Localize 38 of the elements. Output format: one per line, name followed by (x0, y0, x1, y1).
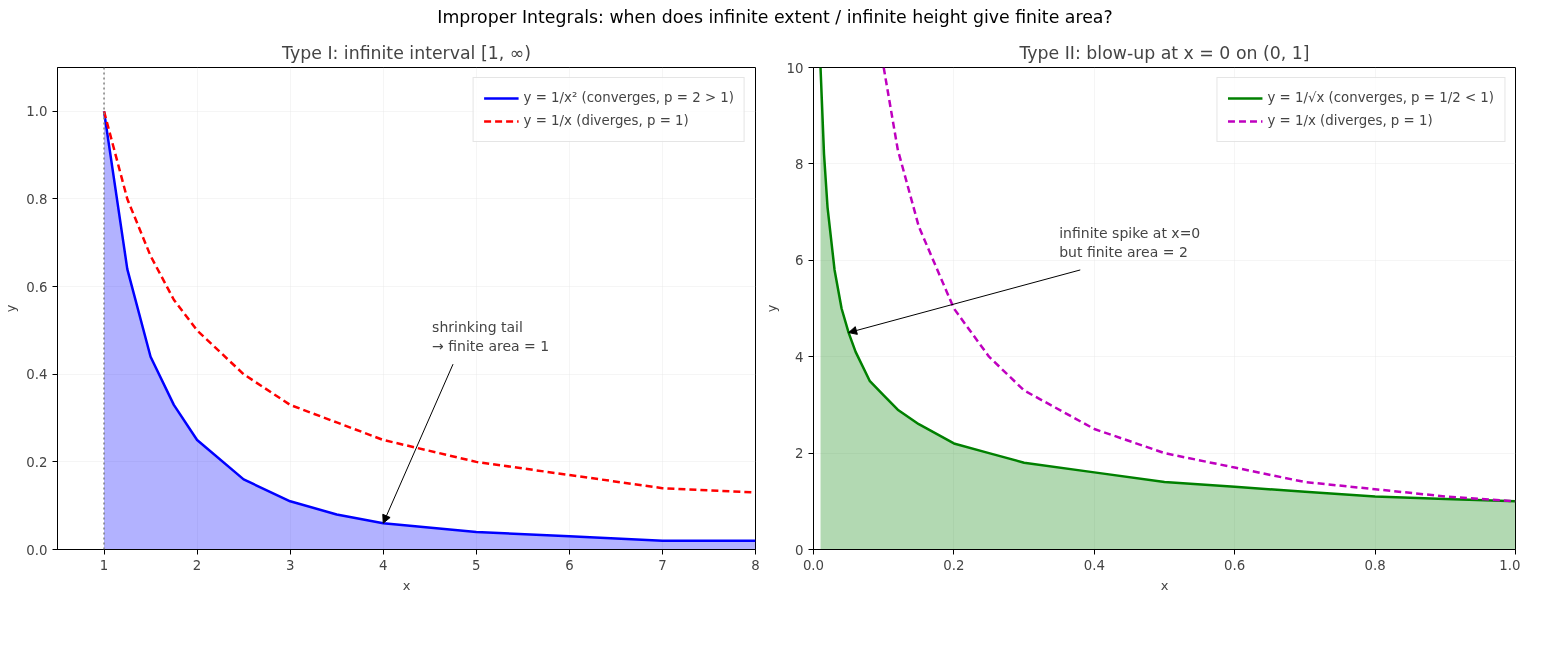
y-axis-title: y (763, 304, 779, 313)
chart-title: Type II: blow-up at x = 0 on (0, 1] (1018, 42, 1310, 63)
chart-title: Type I: infinite interval [1, ∞) (281, 42, 531, 63)
x-tick-label: 0.6 (1224, 557, 1246, 573)
legend-label: y = 1/x² (converges, p = 2 > 1) (523, 90, 734, 106)
y-tick-label: 0.0 (26, 542, 48, 558)
y-tick-label: 10 (786, 60, 804, 76)
legend-label: y = 1/√x (converges, p = 1/2 < 1) (1267, 90, 1494, 106)
annotation: shrinking tail → finite area = 1 (432, 319, 550, 355)
y-tick-label: 4 (795, 349, 804, 365)
x-tick-label: 8 (751, 557, 760, 573)
x-tick-label: 0.4 (1083, 557, 1105, 573)
y-tick-label: 6 (795, 253, 804, 269)
y-tick-label: 0.4 (26, 366, 48, 382)
x-tick-label: 0.2 (943, 557, 965, 573)
x-axis-title: x (402, 577, 411, 593)
x-tick-label: 2 (192, 557, 202, 573)
y-tick-label: 2 (795, 445, 804, 461)
x-tick-label: 3 (285, 557, 295, 573)
y-tick-label: 1.0 (26, 104, 48, 120)
x-tick-label: 1 (99, 557, 109, 573)
x-tick-label: 0.8 (1364, 557, 1386, 573)
y-tick-label: 0 (795, 542, 804, 558)
legend-label: y = 1/x (diverges, p = 1) (523, 113, 689, 129)
x-tick-label: 6 (565, 557, 574, 573)
x-tick-label: 4 (378, 557, 388, 573)
y-tick-label: 0.8 (26, 191, 48, 207)
y-tick-label: 0.2 (26, 454, 48, 470)
x-tick-label: 1.0 (1499, 557, 1521, 573)
annotation: infinite spike at x=0 but finite area = 2 (1059, 224, 1201, 261)
y-tick-label: 8 (795, 156, 804, 172)
x-axis-title: x (1160, 577, 1169, 593)
y-axis-title: y (3, 304, 19, 313)
text: Improper Integrals: when does infinite extent / infinite height give finite area? (437, 6, 1113, 29)
x-tick-label: 5 (472, 557, 481, 573)
x-tick-label: 7 (658, 557, 667, 573)
legend-label: y = 1/x (diverges, p = 1) (1267, 113, 1433, 129)
y-tick-label: 0.6 (26, 279, 48, 295)
